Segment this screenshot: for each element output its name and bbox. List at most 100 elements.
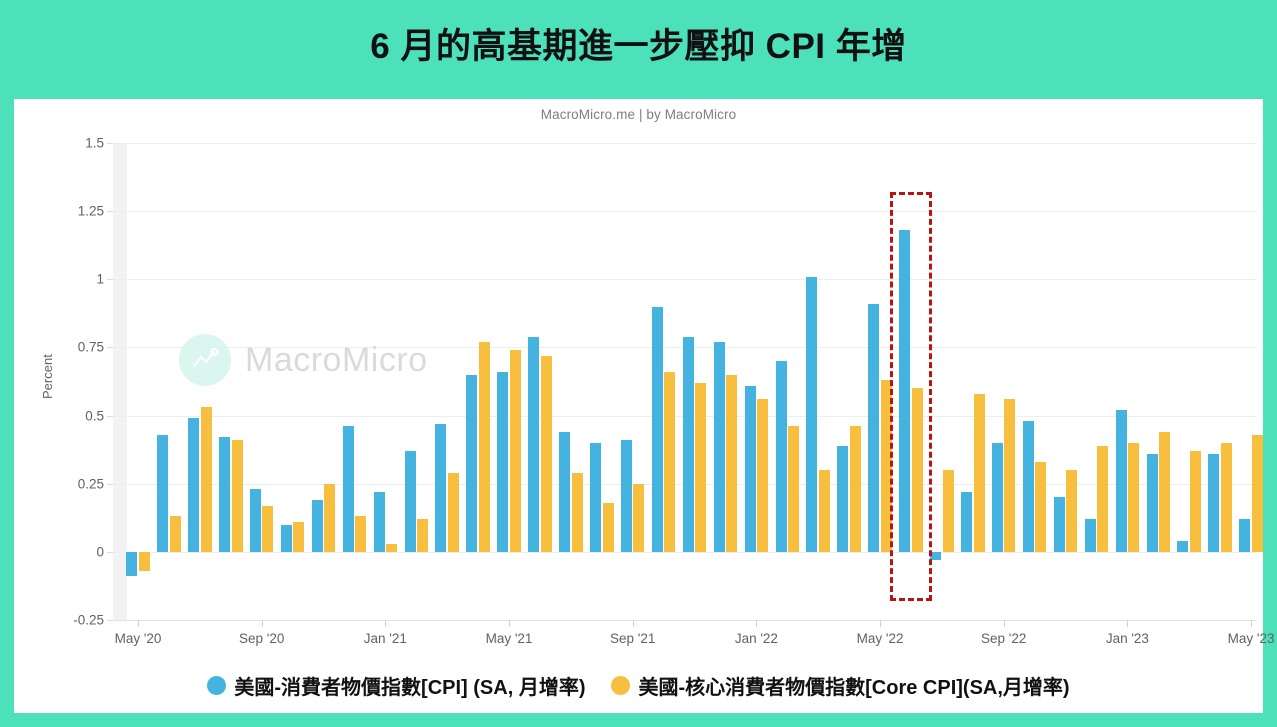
bar-cpi[interactable] bbox=[775, 361, 787, 552]
x-axis-tick-mark bbox=[880, 620, 882, 627]
bar-cpi[interactable] bbox=[1022, 421, 1034, 552]
bar-core-cpi[interactable] bbox=[1128, 442, 1140, 552]
bar-core-cpi[interactable] bbox=[1189, 451, 1201, 552]
page-title: 6 月的高基期進一步壓抑 CPI 年增 bbox=[370, 27, 907, 66]
macromicro-watermark-text: MacroMicro bbox=[245, 340, 428, 379]
legend-label-cpi: 美國-消費者物價指數[CPI] (SA, 月增率) bbox=[234, 676, 586, 699]
y-axis-tick-label: 1.5 bbox=[85, 135, 104, 151]
bar-cpi[interactable] bbox=[466, 374, 478, 552]
bar-cpi[interactable] bbox=[899, 230, 911, 552]
bar-cpi[interactable] bbox=[1053, 497, 1065, 552]
bar-core-cpi[interactable] bbox=[355, 516, 367, 552]
bar-core-cpi[interactable] bbox=[231, 440, 243, 552]
bar-core-cpi[interactable] bbox=[386, 543, 398, 552]
bar-core-cpi[interactable] bbox=[757, 399, 769, 552]
bar-core-cpi[interactable] bbox=[324, 483, 336, 552]
bar-cpi[interactable] bbox=[219, 437, 230, 552]
y-axis-tick-label: -0.25 bbox=[73, 612, 104, 628]
bar-cpi[interactable] bbox=[1115, 410, 1127, 552]
x-axis-tick-mark bbox=[1251, 620, 1253, 627]
bar-cpi[interactable] bbox=[157, 434, 169, 552]
chart-legend: 美國-消費者物價指數[CPI] (SA, 月增率) 美國-核心消費者物價指數[C… bbox=[14, 657, 1263, 713]
bar-cpi[interactable] bbox=[126, 551, 138, 577]
bar-cpi[interactable] bbox=[930, 551, 942, 561]
x-axis-tick-mark bbox=[138, 620, 139, 627]
bar-core-cpi[interactable] bbox=[1066, 470, 1078, 552]
bar-cpi[interactable] bbox=[1177, 540, 1189, 552]
legend-label-core-cpi: 美國-核心消費者物價指數[Core CPI](SA,月增率) bbox=[638, 676, 1070, 699]
y-axis-tick-label: 0 bbox=[96, 544, 104, 560]
bar-core-cpi[interactable] bbox=[478, 341, 490, 552]
bar-cpi[interactable] bbox=[404, 451, 416, 552]
bar-core-cpi[interactable] bbox=[417, 519, 429, 552]
bar-core-cpi[interactable] bbox=[849, 426, 861, 552]
bar-core-cpi[interactable] bbox=[788, 426, 800, 552]
bar-cpi[interactable] bbox=[435, 423, 447, 552]
plot-inner: -0.25 0 0.25 0.5 0.75 1 1.25 1.5 May '20 Sep '20 J… bbox=[73, 136, 1274, 647]
bar-cpi[interactable] bbox=[590, 442, 602, 552]
bar-cpi[interactable] bbox=[713, 341, 725, 552]
bar-core-cpi[interactable] bbox=[447, 472, 459, 552]
bar-cpi[interactable] bbox=[1239, 519, 1251, 552]
bar-cpi[interactable] bbox=[497, 371, 509, 552]
bar-core-cpi[interactable] bbox=[818, 470, 830, 552]
bar-core-cpi[interactable] bbox=[262, 505, 274, 552]
bar-cpi[interactable] bbox=[806, 276, 818, 552]
bar-cpi[interactable] bbox=[991, 442, 1003, 552]
bar-core-cpi[interactable] bbox=[911, 388, 923, 552]
bar-cpi[interactable] bbox=[961, 491, 973, 552]
bar-cpi[interactable] bbox=[311, 500, 323, 552]
bar-core-cpi[interactable] bbox=[169, 516, 181, 552]
bar-cpi[interactable] bbox=[1084, 519, 1096, 552]
bar-cpi[interactable] bbox=[620, 440, 632, 552]
y-axis-tick-mark bbox=[107, 279, 113, 281]
bar-core-cpi[interactable] bbox=[602, 502, 614, 552]
bar-core-cpi[interactable] bbox=[1097, 445, 1109, 552]
bar-core-cpi[interactable] bbox=[880, 380, 892, 552]
y-axis-tick-mark bbox=[107, 415, 113, 417]
x-axis-tick-label: Sep '21 bbox=[610, 631, 656, 646]
bar-cpi[interactable] bbox=[528, 336, 540, 552]
bar-core-cpi[interactable] bbox=[1035, 461, 1047, 552]
bar-core-cpi[interactable] bbox=[942, 470, 954, 552]
y-axis-label: Percent bbox=[40, 354, 55, 399]
bar-core-cpi[interactable] bbox=[726, 374, 738, 552]
bar-cpi[interactable] bbox=[1146, 453, 1158, 552]
legend-item-cpi[interactable]: 美國-消費者物價指數[CPI] (SA, 月增率) bbox=[207, 671, 585, 700]
x-axis-tick-label: May '21 bbox=[485, 631, 533, 646]
bar-core-cpi[interactable] bbox=[540, 355, 552, 552]
y-axis-tick-label: 0.75 bbox=[77, 339, 104, 355]
bar-cpi[interactable] bbox=[868, 303, 880, 552]
legend-item-core-cpi[interactable]: 美國-核心消費者物價指數[Core CPI](SA,月增率) bbox=[611, 671, 1070, 700]
bar-core-cpi[interactable] bbox=[695, 382, 707, 552]
bar-cpi[interactable] bbox=[188, 418, 200, 552]
bar-core-cpi[interactable] bbox=[1159, 431, 1171, 552]
bar-core-cpi[interactable] bbox=[138, 551, 150, 571]
gridline bbox=[113, 279, 1257, 281]
bar-cpi[interactable] bbox=[280, 524, 292, 552]
bar-core-cpi[interactable] bbox=[1004, 399, 1016, 552]
x-axis-tick-label: May '22 bbox=[856, 631, 904, 646]
chart-card: MacroMicro.me | by MacroMicro Percent -0… bbox=[14, 99, 1275, 657]
bar-cpi[interactable] bbox=[1208, 453, 1220, 552]
bar-core-cpi[interactable] bbox=[1251, 434, 1263, 552]
bar-core-cpi[interactable] bbox=[633, 483, 645, 552]
bar-core-cpi[interactable] bbox=[509, 350, 521, 552]
bar-cpi[interactable] bbox=[373, 491, 385, 552]
bar-cpi[interactable] bbox=[342, 426, 354, 552]
bar-cpi[interactable] bbox=[837, 445, 849, 552]
bar-cpi[interactable] bbox=[249, 489, 261, 552]
bar-core-cpi[interactable] bbox=[664, 371, 676, 552]
bar-core-cpi[interactable] bbox=[571, 472, 583, 552]
bar-core-cpi[interactable] bbox=[293, 521, 305, 552]
bar-cpi[interactable] bbox=[651, 306, 663, 552]
bar-cpi[interactable] bbox=[744, 385, 756, 552]
bar-cpi[interactable] bbox=[682, 336, 694, 552]
bar-core-cpi[interactable] bbox=[200, 407, 212, 552]
bar-core-cpi[interactable] bbox=[973, 393, 985, 552]
bar-cpi[interactable] bbox=[559, 431, 571, 552]
y-axis-tick-mark bbox=[107, 483, 113, 485]
bar-core-cpi[interactable] bbox=[1220, 442, 1232, 552]
x-axis-tick-mark bbox=[1003, 620, 1005, 627]
